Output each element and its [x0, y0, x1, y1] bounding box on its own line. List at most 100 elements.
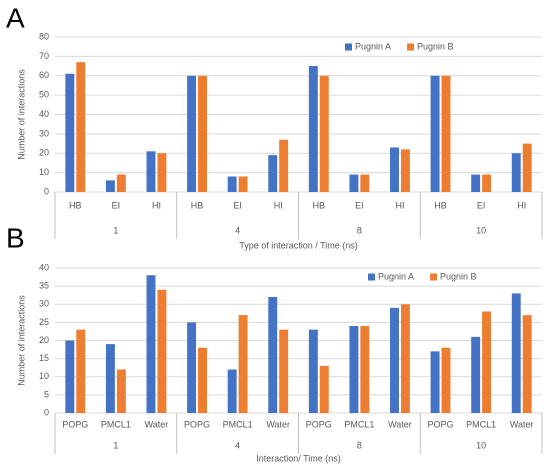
x-tick-label: POPG	[428, 419, 454, 429]
y-tick-label: 20	[39, 335, 49, 345]
bar	[319, 75, 329, 192]
x-tick-label: PMCL1	[223, 419, 253, 429]
y-tick-label: 40	[39, 109, 49, 119]
x-tick-label: HI	[152, 200, 161, 210]
bar	[390, 307, 399, 413]
bar	[157, 289, 167, 413]
legend-swatch	[368, 273, 375, 281]
bar	[441, 75, 451, 192]
legend-swatch	[345, 43, 352, 51]
y-tick-label: 80	[39, 31, 49, 41]
x-tick-label: PMCL1	[344, 419, 374, 429]
legend-swatch	[407, 43, 415, 51]
bar	[522, 143, 532, 192]
x-tick-label: HB	[313, 200, 326, 210]
bar	[319, 365, 329, 413]
x-tick-label: EI	[355, 200, 364, 210]
bar	[268, 297, 278, 413]
bar	[65, 340, 75, 413]
y-tick-label: 35	[39, 281, 49, 291]
y-tick-label: 30	[39, 128, 49, 138]
bar	[308, 329, 318, 413]
bar	[187, 75, 197, 192]
group-label: 4	[235, 225, 240, 235]
x-tick-label: EI	[233, 200, 242, 210]
bar	[400, 304, 410, 413]
x-tick-label: HI	[395, 200, 404, 210]
bar	[198, 75, 207, 192]
group-label: 8	[357, 225, 362, 235]
y-tick-label: 5	[44, 389, 49, 399]
y-tick-label: 0	[44, 186, 49, 196]
legend-label: Pugnin A	[378, 271, 414, 281]
y-tick-label: 25	[39, 317, 49, 327]
x-tick-label: Water	[388, 419, 412, 429]
x-tick-label: POPG	[184, 419, 210, 429]
bar	[511, 153, 521, 192]
x-tick-label: POPG	[306, 419, 332, 429]
bar	[279, 329, 289, 413]
bar	[157, 153, 167, 192]
y-tick-label: 50	[39, 90, 49, 100]
x-axis-title: Interaction/ Time (ns)	[256, 453, 341, 463]
bar	[471, 174, 481, 192]
bar	[360, 326, 370, 413]
bar	[146, 151, 156, 192]
x-tick-label: HI	[517, 200, 526, 210]
x-tick-label: HB	[191, 200, 204, 210]
bar	[227, 369, 237, 413]
bar	[522, 315, 532, 413]
bar	[116, 369, 126, 413]
x-tick-label: HB	[434, 200, 447, 210]
legend-label: Pugnin B	[440, 271, 477, 281]
y-tick-label: 60	[39, 70, 49, 80]
y-tick-label: 70	[39, 51, 49, 61]
x-tick-label: PMCL1	[466, 419, 496, 429]
bar	[227, 176, 237, 192]
x-tick-label: EI	[477, 200, 486, 210]
panel-label: A	[6, 2, 25, 33]
x-axis-title: Type of interaction / Time (ns)	[239, 240, 358, 250]
group-label: 4	[235, 440, 240, 450]
bar	[65, 73, 75, 192]
bar	[471, 336, 481, 413]
bar	[279, 139, 289, 192]
y-tick-label: 10	[39, 167, 49, 177]
bar	[76, 62, 86, 192]
y-tick-label: 40	[39, 262, 49, 272]
group-label: 1	[113, 225, 118, 235]
bar	[187, 322, 197, 413]
bar	[146, 275, 156, 413]
bar	[76, 329, 86, 413]
x-tick-label: EI	[112, 200, 121, 210]
bar	[430, 351, 440, 413]
x-tick-label: HI	[274, 200, 283, 210]
x-tick-label: HB	[69, 200, 82, 210]
y-tick-label: 20	[39, 148, 49, 158]
y-axis-title: Number of interactions	[16, 69, 26, 160]
bar	[511, 293, 521, 413]
y-axis-title: Number of interactions	[16, 295, 26, 386]
group-label: 10	[476, 225, 486, 235]
bar	[116, 174, 126, 192]
group-label: 10	[476, 440, 486, 450]
bar	[482, 174, 492, 192]
bar	[238, 315, 248, 413]
bar	[430, 75, 440, 192]
bar	[198, 347, 207, 413]
y-tick-label: 30	[39, 299, 49, 309]
x-tick-label: POPG	[62, 419, 88, 429]
bar	[349, 326, 359, 413]
bar	[441, 347, 451, 413]
group-label: 8	[357, 440, 362, 450]
bar	[349, 174, 359, 192]
group-label: 1	[113, 440, 118, 450]
panel-label: B	[6, 222, 25, 253]
bar	[105, 344, 115, 413]
y-tick-label: 15	[39, 353, 49, 363]
bar	[268, 155, 278, 192]
bar	[482, 311, 492, 413]
legend-label: Pugnin A	[355, 41, 391, 51]
x-tick-label: PMCL1	[101, 419, 131, 429]
